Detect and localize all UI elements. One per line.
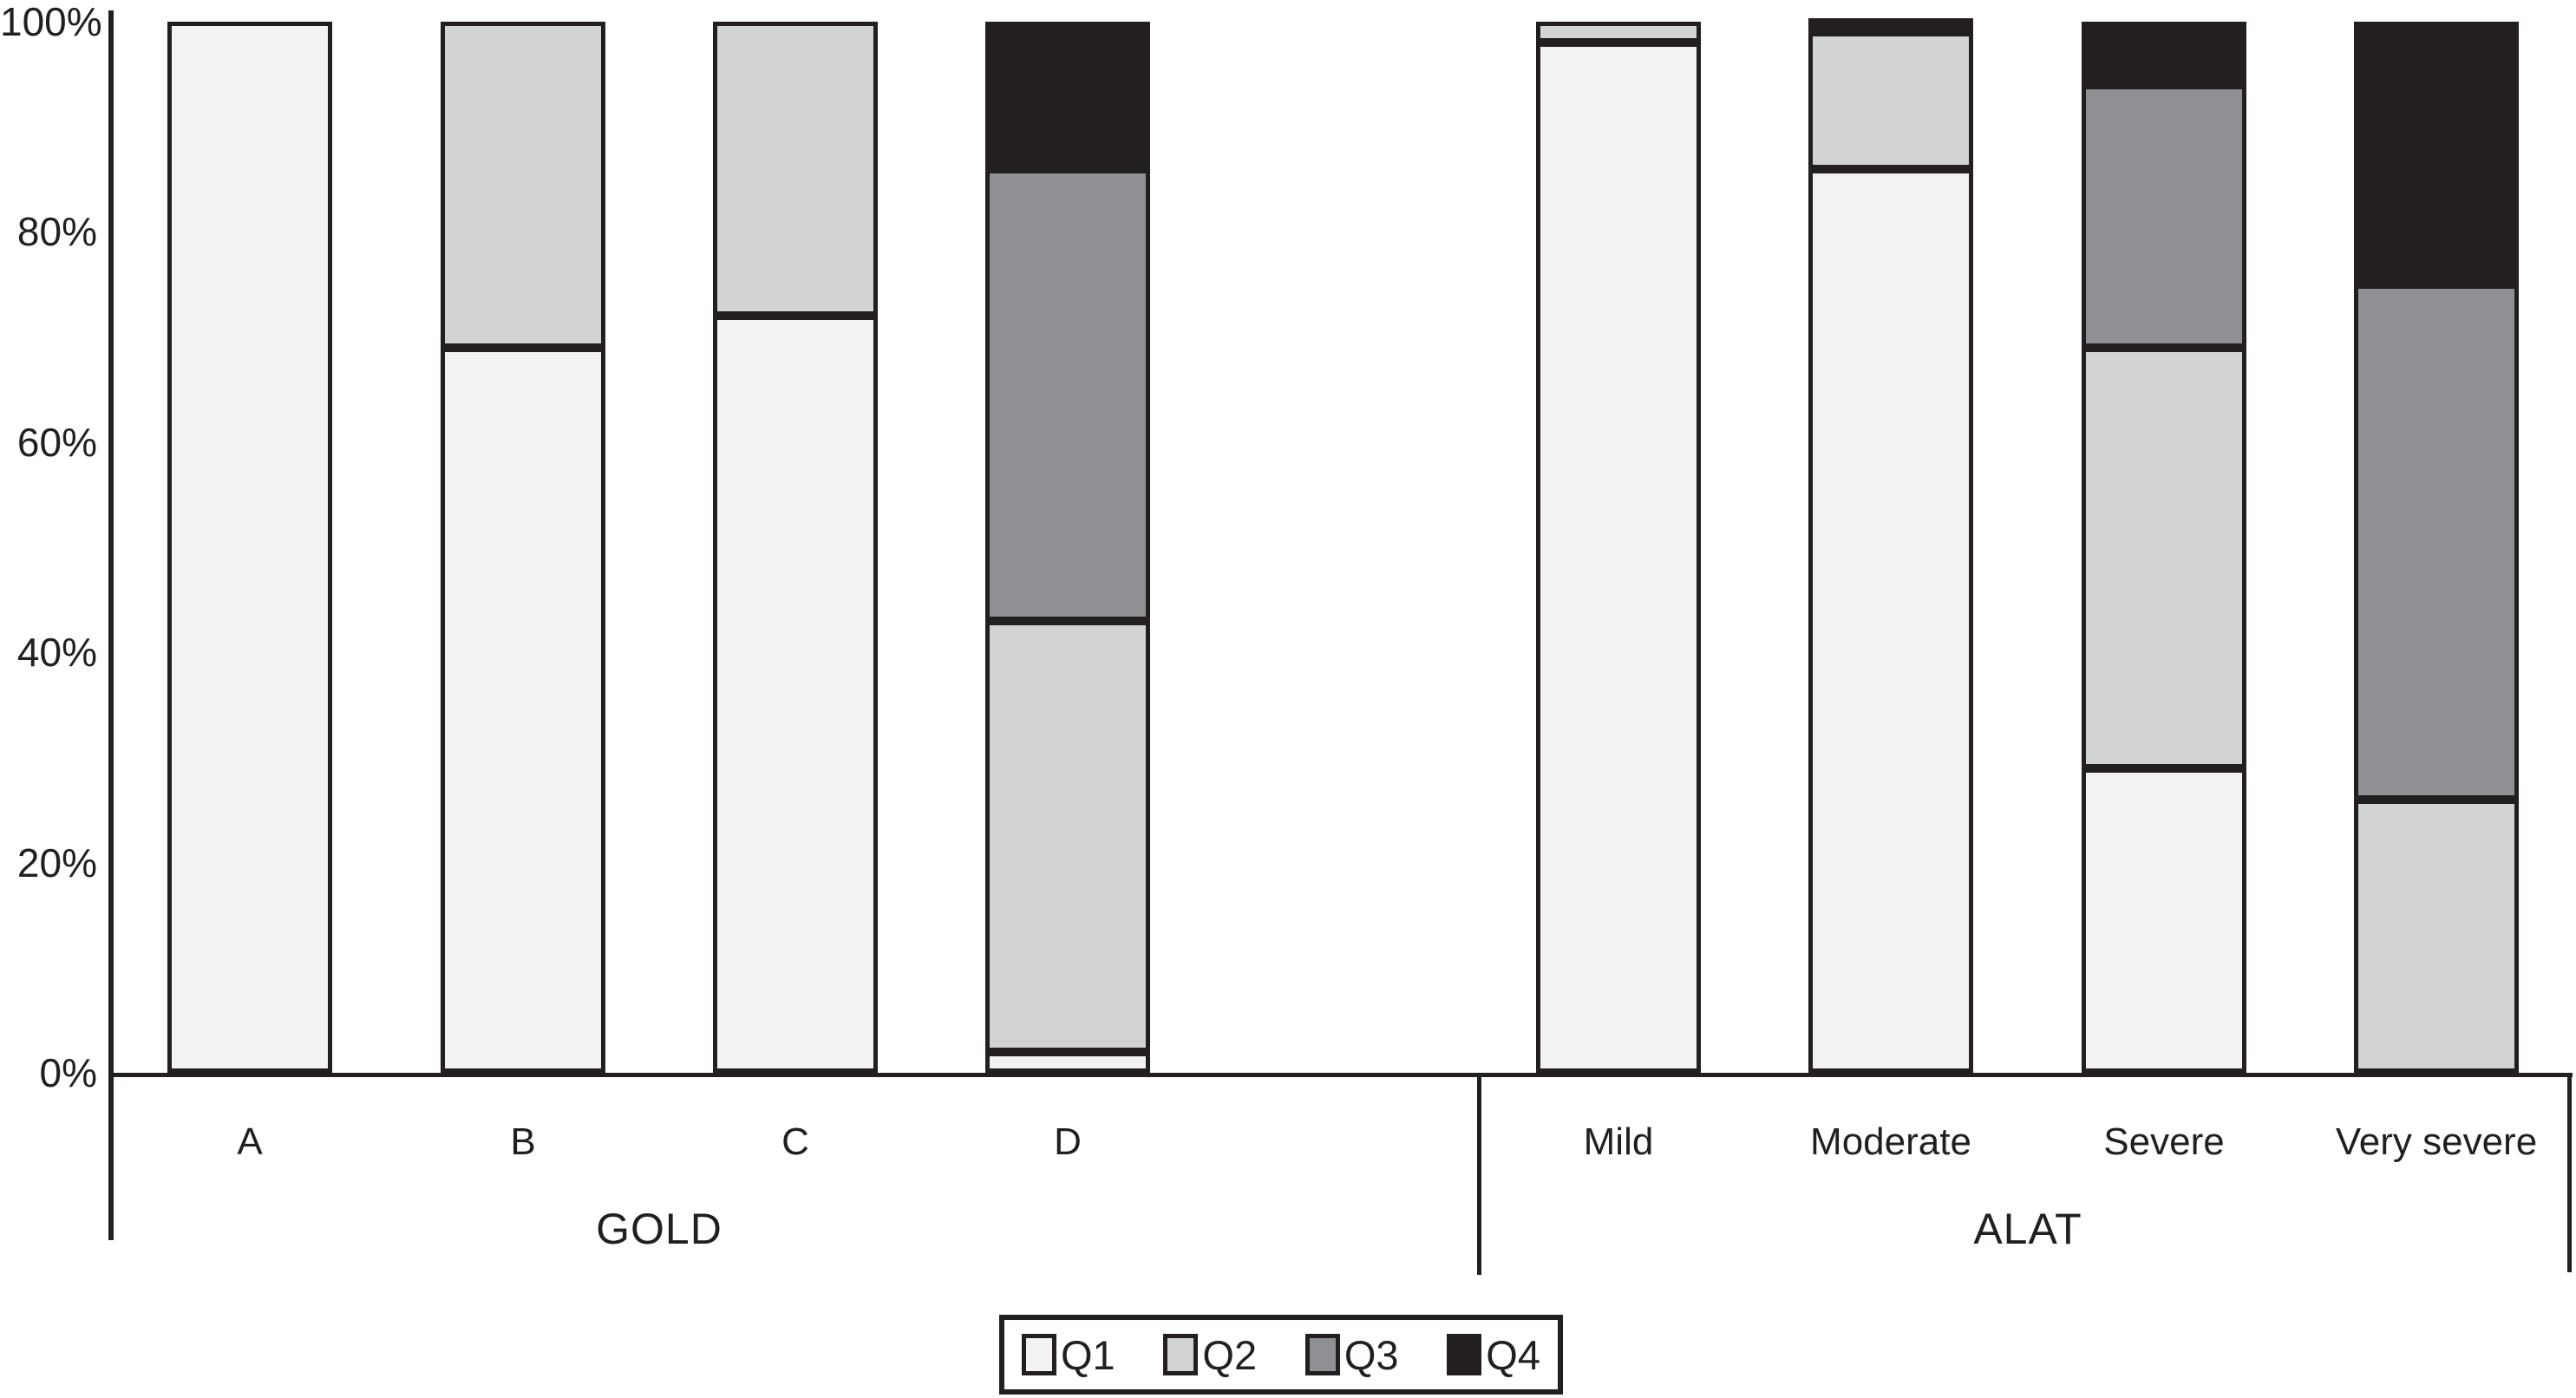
group-label-alat: ALAT <box>1973 1205 2082 1253</box>
segment-q2-d <box>985 620 1150 1052</box>
legend-label-q1: Q1 <box>1061 1331 1115 1378</box>
category-label-b: B <box>510 1120 536 1163</box>
segment-q2-mild <box>1536 22 1701 43</box>
y-axis-line <box>108 10 114 1240</box>
segment-q2-severe <box>2082 347 2246 768</box>
category-label-severe: Severe <box>2103 1120 2225 1163</box>
segment-q4-severe <box>2082 22 2246 85</box>
y-tick-label-0: 0% <box>39 1050 97 1095</box>
legend-swatch-q2 <box>1163 1334 1199 1375</box>
legend-swatch-q4 <box>1447 1334 1482 1375</box>
segment-q1-moderate <box>1808 168 1973 1073</box>
bar-a <box>167 22 332 1073</box>
category-label-mild: Mild <box>1583 1120 1654 1163</box>
bar-c <box>713 22 878 1073</box>
segment-q2-moderate <box>1808 32 1973 169</box>
legend-label-q4: Q4 <box>1486 1331 1540 1378</box>
y-tick-label-80: 80% <box>16 209 97 255</box>
segment-q1-mild <box>1536 42 1701 1073</box>
segment-q1-d <box>985 1051 1150 1073</box>
segment-q2-c <box>713 22 878 317</box>
y-tick-label-60: 60% <box>16 419 97 465</box>
legend-item-q1: Q1 <box>1022 1334 1115 1375</box>
segment-q2-b <box>441 22 605 348</box>
group-divider-middle <box>1477 1073 1481 1275</box>
bar-moderate <box>1808 18 1973 1073</box>
segment-q4-d <box>985 22 1150 169</box>
segment-q3-d <box>985 168 1150 621</box>
legend-swatch-q1 <box>1022 1334 1056 1375</box>
segment-q3-severe <box>2082 84 2246 348</box>
category-label-very-severe: Very severe <box>2335 1120 2538 1163</box>
category-label-d: D <box>1054 1120 1082 1163</box>
category-label-c: C <box>781 1120 809 1163</box>
legend-item-q2: Q2 <box>1163 1334 1257 1375</box>
segment-q4-very-severe <box>2354 22 2519 284</box>
category-label-a: A <box>237 1120 263 1163</box>
group-label-gold: GOLD <box>596 1205 722 1253</box>
legend-label-q2: Q2 <box>1202 1331 1258 1378</box>
legend-label-q3: Q3 <box>1344 1331 1399 1378</box>
x-axis-baseline <box>108 1073 2573 1077</box>
segment-q2-very-severe <box>2354 799 2519 1073</box>
segment-q4-moderate <box>1808 18 1973 28</box>
legend-box: Q1 Q2 Q3 Q4 <box>999 1315 1563 1395</box>
y-tick-label-40: 40% <box>16 630 97 676</box>
legend-item-q3: Q3 <box>1304 1331 1399 1378</box>
bar-severe <box>2082 22 2246 1073</box>
segment-q3-very-severe <box>2354 284 2519 800</box>
bar-mild <box>1536 22 1701 1073</box>
category-label-moderate: Moderate <box>1810 1120 1971 1163</box>
bar-very-severe <box>2354 22 2519 1073</box>
bar-d <box>985 22 1150 1073</box>
y-tick-label-20: 20% <box>16 839 97 885</box>
y-tick-label-100: 100% <box>0 0 102 44</box>
group-divider-right <box>2567 1073 2572 1272</box>
legend-swatch-q3 <box>1304 1334 1340 1375</box>
segment-q1-c <box>713 316 878 1073</box>
legend-item-q4: Q4 <box>1447 1334 1540 1375</box>
segment-q1-severe <box>2082 768 2246 1073</box>
segment-q1-a <box>167 22 332 1073</box>
segment-q1-b <box>441 347 605 1073</box>
bar-b <box>441 22 605 1073</box>
